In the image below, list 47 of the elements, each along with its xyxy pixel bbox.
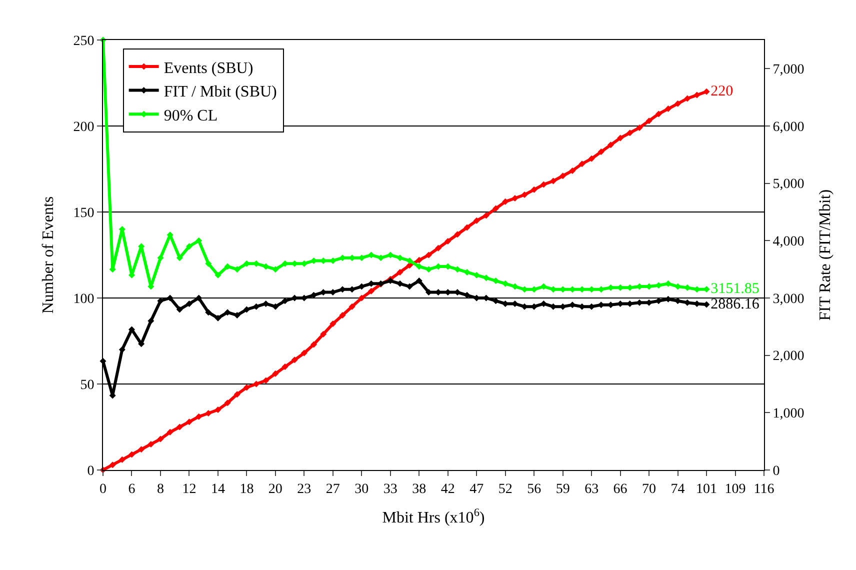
- x-tick-label: 42: [440, 482, 455, 497]
- y2-tick-label: 0: [772, 464, 780, 479]
- x-tick-label: 101: [696, 482, 718, 497]
- y2-tick-label: 1,000: [772, 406, 804, 422]
- x-tick-label: 33: [383, 482, 398, 497]
- x-tick-label: 27: [326, 482, 340, 497]
- x-tick-label: 18: [240, 482, 254, 497]
- y-tick-label: 200: [73, 120, 94, 135]
- y-axis-title: Number of Events: [40, 196, 58, 314]
- y2-tick-label: 7,000: [772, 62, 804, 78]
- x-tick-label: 38: [412, 482, 426, 497]
- x-tick-label: 30: [354, 482, 369, 497]
- x-axis-title: Mbit Hrs (x10$^{6}$): [382, 506, 485, 526]
- x-tick-label: 12: [182, 482, 196, 497]
- x-tick-label: 47: [470, 482, 484, 497]
- x-tick-label: 20: [268, 482, 282, 497]
- x-tick-label: 59: [556, 482, 570, 497]
- x-tick-label: 8: [156, 482, 164, 497]
- x-tick-label: 23: [297, 482, 312, 497]
- y2-tick-label: 2,000: [772, 349, 804, 364]
- y-tick-label: 0: [87, 464, 94, 479]
- legend-label: Events (SBU): [164, 60, 254, 77]
- x-tick-label: 52: [498, 482, 512, 497]
- x-tick-label: 56: [527, 482, 542, 497]
- x-tick-label: 66: [613, 482, 628, 497]
- y-tick-label: 50: [80, 378, 94, 393]
- x-tick-label: 63: [584, 482, 599, 497]
- legend-label: 90% CL: [164, 107, 218, 124]
- y2-tick-label: 5,000: [772, 177, 804, 192]
- x-tick-label: 6: [128, 482, 136, 497]
- legend-label: FIT / Mbit (SBU): [164, 84, 277, 101]
- x-tick-label: 74: [670, 482, 685, 497]
- x-tick-label: 109: [724, 482, 746, 497]
- x-tick-label: 70: [642, 482, 656, 497]
- y-tick-label: 150: [73, 206, 94, 221]
- y-tick-label: 100: [73, 292, 94, 307]
- y2-tick-label: 4,000: [772, 234, 804, 250]
- y2-tick-label: 3,000: [772, 292, 804, 307]
- y2-tick-label: 6,000: [772, 120, 804, 135]
- x-tick-label: 116: [754, 482, 774, 497]
- y-tick-label: 250: [73, 34, 94, 49]
- x-tick-label: 14: [210, 482, 225, 497]
- x-tick-label: 0: [100, 482, 106, 497]
- data-label: 3151.85: [710, 281, 760, 298]
- data-label: 220: [710, 83, 734, 100]
- data-label: 2886.16: [710, 296, 760, 312]
- y2-axis-title: FIT Rate (FIT/Mbit): [817, 189, 834, 321]
